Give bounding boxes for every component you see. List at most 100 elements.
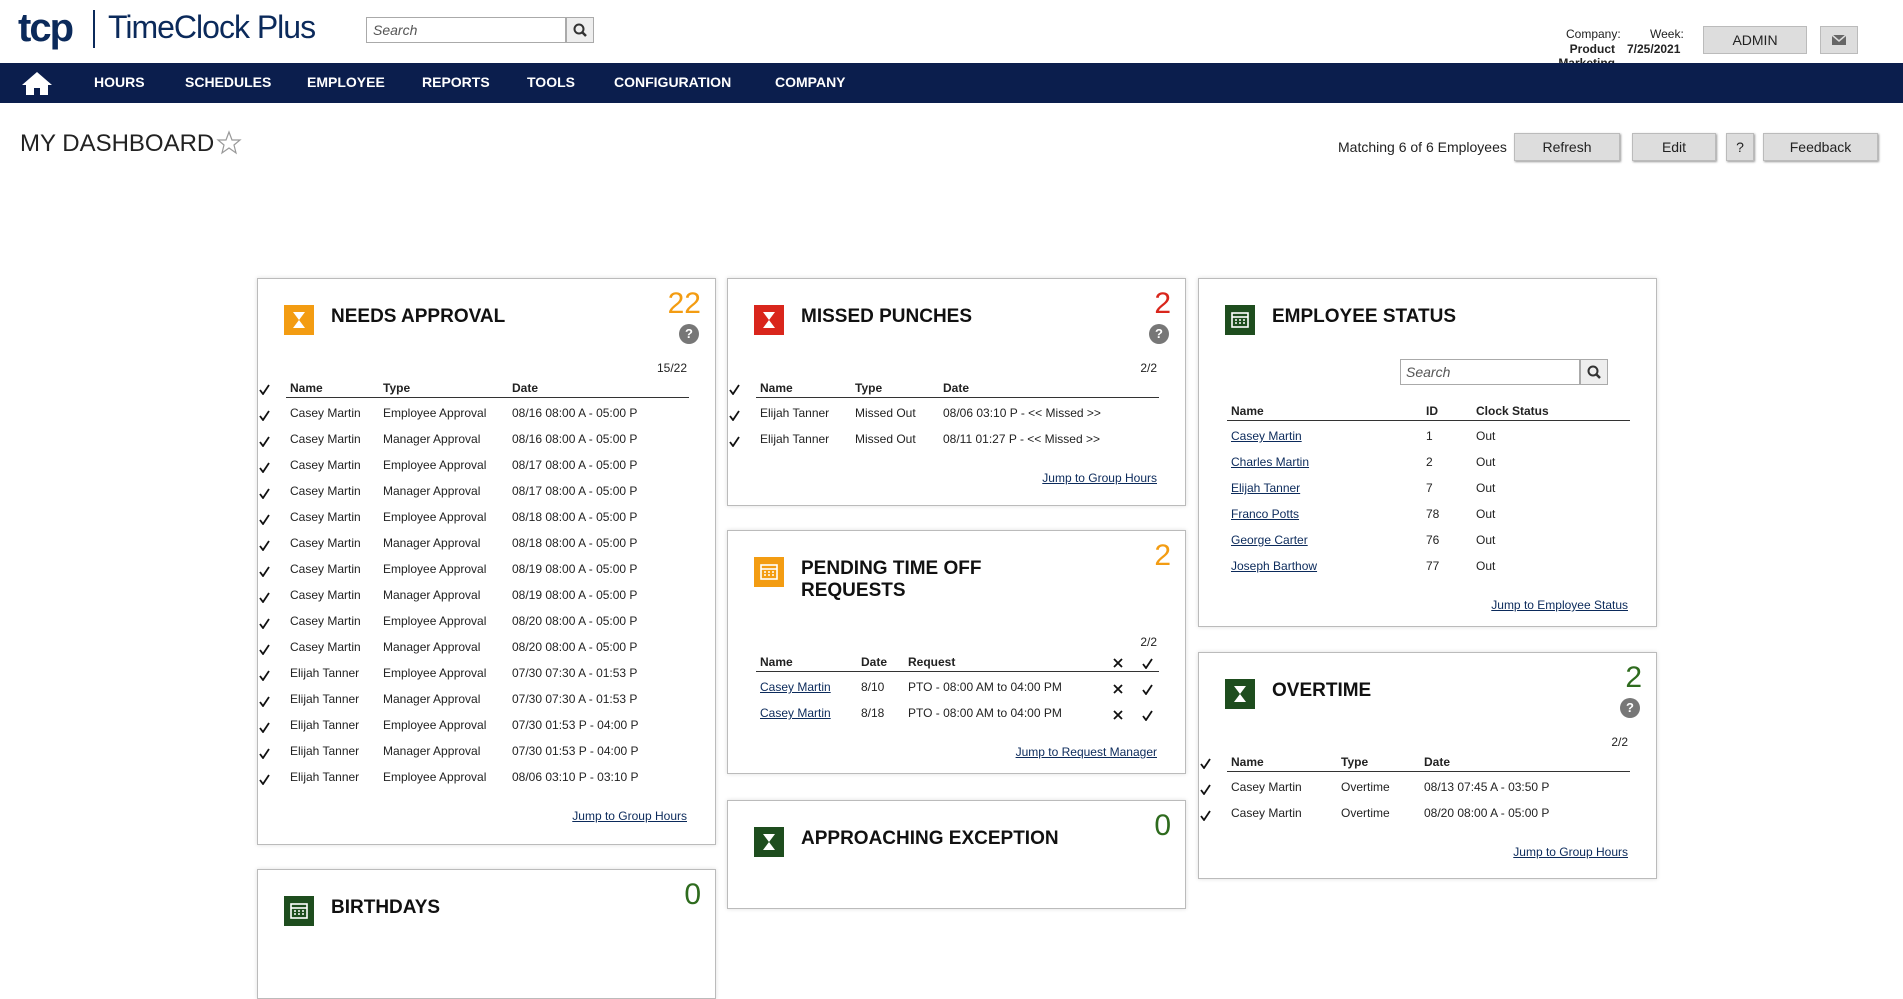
help-icon[interactable]: ? bbox=[1149, 324, 1169, 344]
dashboard-panel: NEEDS APPROVAL 22? 15/22 Name Type Date Casey … bbox=[257, 278, 716, 845]
panel-link[interactable]: Jump to Employee Status bbox=[1491, 598, 1628, 612]
table-cell: Manager Approval bbox=[383, 536, 481, 550]
column-header: Type bbox=[1341, 755, 1369, 769]
table-cell: 2 bbox=[1426, 455, 1433, 469]
search-button[interactable] bbox=[566, 17, 594, 43]
toolbar-button[interactable]: Edit bbox=[1632, 133, 1716, 161]
table-cell: Casey Martin bbox=[290, 458, 361, 472]
table-cell: Casey Martin bbox=[290, 640, 361, 654]
table-cell: 08/16 08:00 A - 05:00 P bbox=[512, 406, 638, 420]
table-cell: Out bbox=[1476, 507, 1496, 521]
table-cell: 08/18 08:00 A - 05:00 P bbox=[512, 536, 638, 550]
nav-item[interactable]: REPORTS bbox=[422, 74, 490, 90]
table-cell: Elijah Tanner bbox=[290, 770, 360, 784]
matching-count: Matching 6 of 6 Employees bbox=[1338, 139, 1507, 155]
week-value: 7/25/2021 bbox=[1627, 42, 1681, 56]
dashboard-panel: BIRTHDAYS 0 bbox=[257, 869, 716, 999]
table-cell: Overtime bbox=[1341, 780, 1390, 794]
employee-link[interactable]: Elijah Tanner bbox=[1231, 481, 1301, 495]
row-action-icon bbox=[258, 642, 270, 660]
row-action-icon-svg bbox=[1113, 684, 1123, 694]
row-action-icon bbox=[258, 486, 270, 504]
table-cell: Casey Martin bbox=[290, 432, 361, 446]
nav-bar: HOURS SCHEDULES EMPLOYEE REPORTS TOOLS CONFIG… bbox=[0, 63, 1903, 103]
table-cell: Casey Martin bbox=[290, 536, 361, 550]
row-action-icon-svg bbox=[259, 566, 270, 578]
table-cell: Casey Martin bbox=[290, 510, 361, 524]
row-action-icon-svg bbox=[259, 774, 270, 786]
page: tcp TimeClock Plus Search Company: Produ… bbox=[0, 6, 1903, 999]
column-header-icon-svg bbox=[259, 384, 270, 396]
employee-link[interactable]: Casey Martin bbox=[1231, 429, 1302, 443]
panel-count: 22 bbox=[667, 287, 701, 320]
row-action-icon bbox=[1199, 808, 1211, 826]
column-header: Date bbox=[1424, 755, 1451, 769]
table-cell: 08/16 08:00 A - 05:00 P bbox=[512, 432, 638, 446]
panel-link[interactable]: Jump to Group Hours bbox=[1513, 845, 1628, 859]
table-cell: Elijah Tanner bbox=[290, 666, 360, 680]
table-cell: Casey Martin bbox=[1231, 780, 1302, 794]
nav-item[interactable]: COMPANY bbox=[775, 74, 846, 90]
table-header-rule bbox=[1227, 420, 1630, 421]
toolbar-button[interactable]: Feedback bbox=[1763, 133, 1878, 161]
help-icon[interactable]: ? bbox=[679, 324, 699, 344]
panel-ratio: 2/2 bbox=[1140, 361, 1157, 375]
home-icon[interactable] bbox=[20, 70, 54, 96]
column-header: Name bbox=[760, 381, 793, 395]
employee-link[interactable]: Joseph Barthow bbox=[1231, 559, 1318, 573]
mail-icon bbox=[1831, 34, 1847, 45]
employee-link[interactable]: George Carter bbox=[1231, 533, 1308, 547]
help-icon[interactable]: ? bbox=[1620, 698, 1640, 718]
table-cell: Casey Martin bbox=[290, 406, 361, 420]
table-cell: Out bbox=[1476, 533, 1496, 547]
week-label: Week: bbox=[1650, 27, 1684, 41]
dashboard-panel: OVERTIME 2? 2/2 Name Type Date Casey Martin Ove… bbox=[1198, 652, 1657, 879]
messages-button[interactable] bbox=[1820, 26, 1858, 54]
user-menu[interactable]: ADMIN bbox=[1703, 26, 1807, 54]
panel-icon-svg bbox=[754, 827, 784, 857]
panel-search[interactable]: Search bbox=[1400, 359, 1580, 385]
dashboard-panel: MISSED PUNCHES 2? 2/2 Name Type Date Elijah Ta… bbox=[727, 278, 1186, 506]
panel-count: 2 bbox=[1154, 539, 1171, 572]
column-header: Clock Status bbox=[1476, 404, 1549, 418]
panel-title: PENDING TIME OFF REQUESTS bbox=[801, 558, 982, 601]
table-cell: 76 bbox=[1426, 533, 1440, 547]
toolbar-button[interactable]: ? bbox=[1726, 133, 1754, 161]
table-cell: Manager Approval bbox=[383, 640, 481, 654]
panel-title: NEEDS APPROVAL bbox=[331, 306, 506, 327]
table-header-rule bbox=[756, 397, 1159, 398]
nav-item[interactable]: HOURS bbox=[94, 74, 145, 90]
row-action-icon bbox=[258, 668, 270, 686]
row-action-icon bbox=[258, 538, 270, 556]
panel-link[interactable]: Jump to Group Hours bbox=[572, 809, 687, 823]
panel-icon-svg bbox=[754, 305, 784, 335]
nav-item[interactable]: TOOLS bbox=[527, 74, 575, 90]
search-input[interactable]: Search bbox=[366, 17, 566, 43]
column-header: Name bbox=[1231, 404, 1264, 418]
panel-link[interactable]: Jump to Group Hours bbox=[1042, 471, 1157, 485]
employee-link[interactable]: Casey Martin bbox=[760, 680, 831, 694]
column-header: Date bbox=[512, 381, 539, 395]
column-header: Date bbox=[943, 381, 970, 395]
row-action-icon-svg bbox=[259, 488, 270, 500]
panel-link[interactable]: Jump to Request Manager bbox=[1015, 745, 1157, 759]
row-action-icon-svg bbox=[729, 436, 740, 448]
nav-item[interactable]: SCHEDULES bbox=[185, 74, 272, 90]
employee-link[interactable]: Franco Potts bbox=[1231, 507, 1300, 521]
panel-ratio: 15/22 bbox=[656, 361, 687, 375]
table-cell: Elijah Tanner bbox=[290, 692, 360, 706]
table-cell: Casey Martin bbox=[1231, 806, 1302, 820]
row-action-icon-svg bbox=[1200, 784, 1211, 796]
nav-item[interactable]: CONFIGURATION bbox=[614, 74, 732, 90]
table-cell: Out bbox=[1476, 455, 1496, 469]
nav-item[interactable]: EMPLOYEE bbox=[307, 74, 385, 90]
toolbar-button[interactable]: Refresh bbox=[1514, 133, 1620, 161]
favorite-star[interactable] bbox=[216, 130, 242, 156]
panel-count: 2 bbox=[1625, 661, 1642, 694]
panel-icon bbox=[284, 305, 314, 340]
logo[interactable]: tcp bbox=[18, 6, 74, 50]
employee-link[interactable]: Charles Martin bbox=[1231, 455, 1310, 469]
table-cell: 07/30 01:53 P - 04:00 P bbox=[512, 744, 639, 758]
column-header: Name bbox=[760, 655, 793, 669]
employee-link[interactable]: Casey Martin bbox=[760, 706, 831, 720]
